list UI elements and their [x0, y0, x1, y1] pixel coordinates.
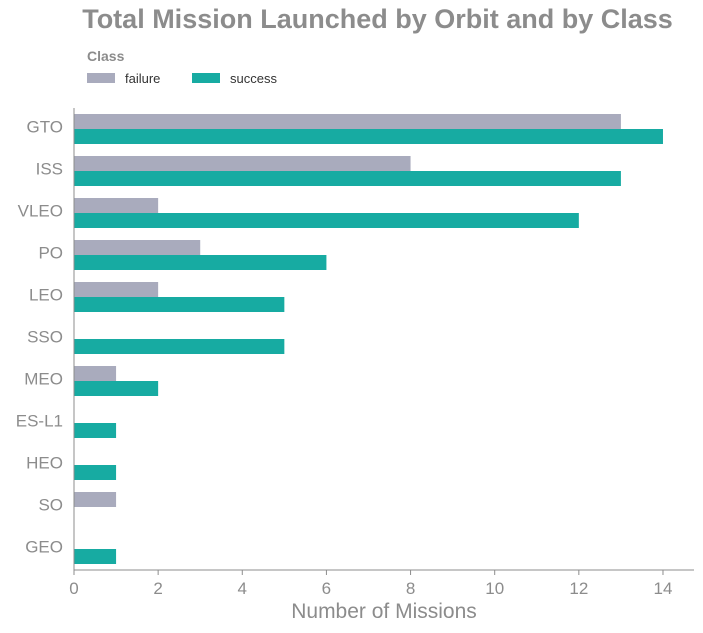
bar-gto-failure [74, 114, 621, 129]
y-tick-label-vleo: VLEO [18, 201, 63, 220]
ticks-layer: GTO ISS VLEO PO LEO SSO MEO ES-L1 HEO SO GEO 0 2 4 6 8 1… [16, 117, 673, 598]
legend-label-success: success [230, 70, 277, 86]
y-tick-label-sso: SSO [27, 327, 63, 346]
legend-item-failure: failure [87, 70, 160, 86]
y-tick-label-so: SO [38, 495, 63, 514]
bar-so-failure [74, 492, 117, 507]
bar-vleo-success [74, 213, 579, 228]
x-tick-label-14: 14 [654, 579, 673, 598]
bar-heo-success [74, 465, 117, 480]
y-tick-label-es-l1: ES-L1 [16, 411, 63, 430]
bar-iss-failure [74, 156, 411, 171]
bar-meo-success [74, 381, 159, 396]
bar-po-failure [74, 240, 201, 255]
legend-swatch-success [192, 73, 220, 83]
y-tick-label-po: PO [38, 243, 63, 262]
legend-title: Class [87, 48, 125, 64]
bar-gto-success [74, 129, 663, 144]
bar-vleo-failure [74, 198, 159, 213]
y-tick-label-geo: GEO [25, 537, 63, 556]
x-tick-label-10: 10 [485, 579, 504, 598]
axes-layer [73, 108, 694, 571]
bar-iss-success [74, 171, 621, 186]
x-tick-label-6: 6 [322, 579, 331, 598]
x-tick-label-4: 4 [238, 579, 247, 598]
x-tick-label-12: 12 [569, 579, 588, 598]
x-tick-label-2: 2 [153, 579, 162, 598]
bar-es-l1-success [74, 423, 117, 438]
x-tick-label-8: 8 [406, 579, 415, 598]
y-tick-label-iss: ISS [36, 159, 63, 178]
bar-po-success [74, 255, 327, 270]
y-tick-label-meo: MEO [24, 369, 63, 388]
bar-leo-success [74, 297, 285, 312]
legend-label-failure: failure [125, 70, 161, 86]
x-axis-label: Number of Missions [291, 600, 477, 623]
legend-swatch-failure [87, 73, 115, 83]
bars-layer [74, 114, 663, 564]
x-tick-label-0: 0 [69, 579, 78, 598]
bar-leo-failure [74, 282, 159, 297]
y-tick-label-gto: GTO [26, 117, 63, 136]
y-tick-label-leo: LEO [29, 285, 63, 304]
chart-title: Total Mission Launched by Orbit and by C… [82, 4, 673, 34]
bar-meo-failure [74, 366, 117, 381]
legend-item-success: success [192, 70, 277, 86]
bar-geo-success [74, 549, 117, 564]
y-tick-label-heo: HEO [26, 453, 63, 472]
bar-sso-success [74, 339, 285, 354]
